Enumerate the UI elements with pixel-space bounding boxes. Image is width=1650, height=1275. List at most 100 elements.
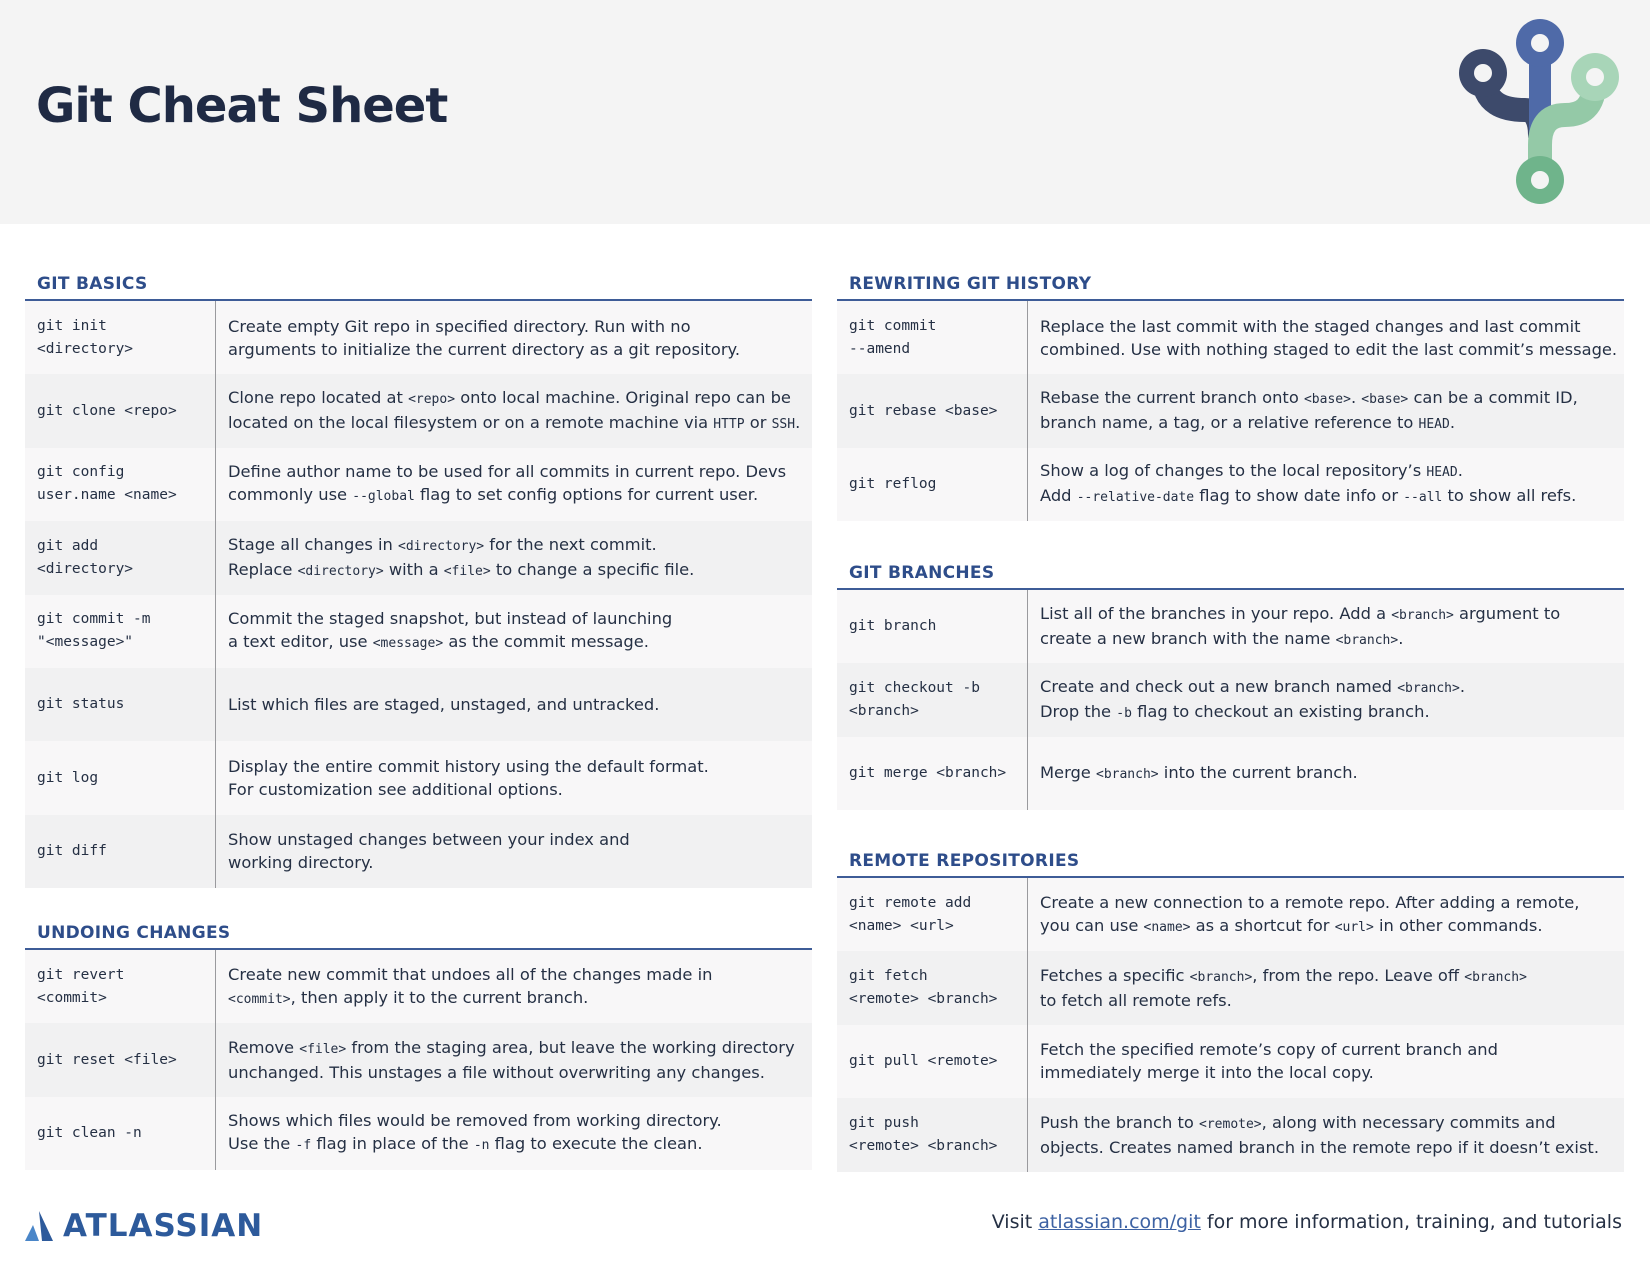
description-text: create a new branch with the name — [1040, 628, 1336, 648]
table-row: git reset <file> Remove <file> from the s… — [25, 1023, 812, 1097]
description-text: Replace — [228, 559, 298, 579]
description-line: to fetch all remote refs. — [1040, 989, 1527, 1012]
command-table: git remote add <name> <url> Create a new c… — [837, 878, 1624, 1172]
description-text: you can use — [1040, 915, 1144, 935]
inline-code: <name> — [1143, 919, 1191, 935]
inline-code: <branch> — [1189, 970, 1253, 986]
table-row: git checkout -b <branch> Create and check … — [837, 663, 1624, 737]
description-line: combined. Use with nothing staged to edi… — [1040, 338, 1617, 361]
command-line: --amend — [849, 340, 911, 357]
command-cell: git init <directory> — [25, 301, 216, 375]
command-table: git init <directory> Create empty Git repo… — [25, 301, 812, 889]
command-line: <branch> — [849, 703, 919, 720]
description-text: List all of the branches in your repo. A… — [1040, 603, 1392, 623]
description-text: branch name, a tag, or a relative refere… — [1040, 413, 1419, 433]
description-cell: Create new commit that undoes all of the… — [216, 963, 712, 1011]
inline-code: <directory> — [398, 538, 485, 554]
description-text: Display the entire commit history using … — [228, 757, 709, 777]
description-cell: Create and check out a new branch named … — [1028, 675, 1465, 725]
description-text: . — [1459, 677, 1466, 697]
inline-code: <branch> — [1464, 970, 1527, 986]
command-line: git diff — [37, 842, 107, 859]
command-line: <commit> — [37, 989, 107, 1006]
description-text: Fetches a specific — [1040, 966, 1190, 986]
description-text: can be a commit ID, — [1408, 388, 1578, 408]
description-line: you can use <name> as a shortcut for <ur… — [1040, 914, 1579, 939]
description-line: unchanged. This unstages a file without … — [228, 1061, 795, 1084]
description-text: flag to checkout an existing branch. — [1131, 702, 1430, 722]
description-text: Use the — [228, 1134, 296, 1154]
description-cell: Clone repo located at <repo> onto local … — [216, 386, 800, 436]
description-line: Create new commit that undoes all of the… — [228, 963, 712, 986]
inline-code: <commit> — [228, 991, 291, 1007]
description-line: Fetches a specific <branch>, from the re… — [1040, 964, 1527, 989]
section-divider — [25, 299, 812, 301]
command-table: git commit --amend Replace the last commit… — [837, 301, 1624, 522]
table-row: git branch List all of the branches in yo… — [837, 590, 1624, 664]
description-line: Define author name to be used for all co… — [228, 460, 786, 483]
description-text: Show a log of changes to the local repos… — [1040, 461, 1427, 481]
command-cell: git commit -m "<message>" — [25, 594, 216, 668]
command-table: git revert <commit> Create new commit that… — [25, 950, 812, 1171]
command-cell: git commit --amend — [837, 301, 1028, 375]
command-line: git log — [37, 769, 99, 786]
description-text: from the staging area, but leave the wor… — [346, 1038, 795, 1058]
command-line: git clone <repo> — [37, 402, 177, 419]
description-text: Create a new connection to a remote repo… — [1040, 892, 1580, 912]
command-line: git add — [37, 537, 99, 554]
description-line: commonly use --global flag to set config… — [228, 483, 786, 508]
description-cell: Display the entire commit history using … — [216, 755, 709, 801]
command-line: git push — [849, 1114, 919, 1131]
command-line: git reset <file> — [37, 1051, 177, 1068]
description-text: to show all refs. — [1442, 486, 1577, 506]
table-row: git fetch <remote> <branch> Fetches a spec… — [837, 951, 1624, 1025]
inline-code: <base> — [1361, 392, 1409, 408]
description-text: into the current branch. — [1158, 762, 1358, 782]
description-line: Push the branch to <remote>, along with … — [1040, 1111, 1599, 1136]
inline-code: -n — [473, 1138, 490, 1154]
description-text: Add — [1040, 486, 1077, 506]
description-text: Push the branch to — [1040, 1112, 1200, 1132]
description-text: . — [1457, 461, 1463, 481]
atlassian-mark-icon — [25, 1211, 53, 1241]
section-rewriting-git-history: REWRITING GIT HISTORY git commit --amend Re… — [837, 269, 1624, 522]
command-line: <directory> — [37, 340, 134, 357]
inline-code: <base> — [1303, 392, 1351, 408]
table-row: git diff Show unstaged changes between yo… — [25, 814, 812, 889]
description-text: flag in place of the — [311, 1134, 474, 1154]
description-text: . — [1398, 628, 1404, 648]
description-text: Create and check out a new branch named — [1040, 677, 1398, 697]
command-cell: git diff — [25, 814, 216, 889]
inline-code: -b — [1116, 706, 1132, 722]
command-cell: git log — [25, 741, 216, 815]
description-line: List all of the branches in your repo. A… — [1040, 602, 1560, 627]
description-cell: Create empty Git repo in specified direc… — [216, 315, 740, 361]
inline-code: <branch> — [1335, 632, 1399, 648]
description-text: . — [1350, 388, 1362, 408]
description-cell: Stage all changes in <directory> for the… — [216, 533, 694, 583]
description-text: . — [795, 413, 801, 433]
description-text: Commit the staged snapshot, but instead … — [228, 609, 673, 629]
description-text: to change a specific file. — [490, 559, 695, 579]
command-cell: git push <remote> <branch> — [837, 1098, 1028, 1172]
table-row: git clone <repo> Clone repo located at <r… — [25, 374, 812, 448]
description-line: Show a log of changes to the local repos… — [1040, 459, 1576, 484]
description-cell: List all of the branches in your repo. A… — [1028, 602, 1560, 652]
inline-code: <remote> — [1199, 1116, 1262, 1132]
description-text: Show unstaged changes between your index… — [228, 830, 630, 850]
inline-code: <branch> — [1391, 607, 1454, 623]
description-text: a text editor, use — [228, 632, 373, 652]
description-text: Create empty Git repo in specified direc… — [228, 316, 691, 336]
git-branch-logo-icon — [1459, 19, 1619, 204]
description-text: combined. Use with nothing staged to edi… — [1040, 339, 1618, 359]
section-undoing-changes: UNDOING CHANGES git revert <commit> Create … — [25, 918, 812, 1171]
description-text: with a — [383, 559, 444, 579]
command-line: git status — [37, 696, 125, 713]
description-line: Replace <directory> with a <file> to cha… — [228, 558, 694, 583]
description-cell: Remove <file> from the staging area, but… — [216, 1036, 795, 1084]
command-line: "<message>" — [37, 634, 134, 651]
description-line: working directory. — [228, 851, 630, 874]
command-cell: git rebase <base> — [837, 374, 1028, 448]
section-git-basics: GIT BASICS git init <directory> Create empt… — [25, 269, 812, 889]
atlassian-git-link[interactable]: atlassian.com/git — [1038, 1211, 1201, 1233]
